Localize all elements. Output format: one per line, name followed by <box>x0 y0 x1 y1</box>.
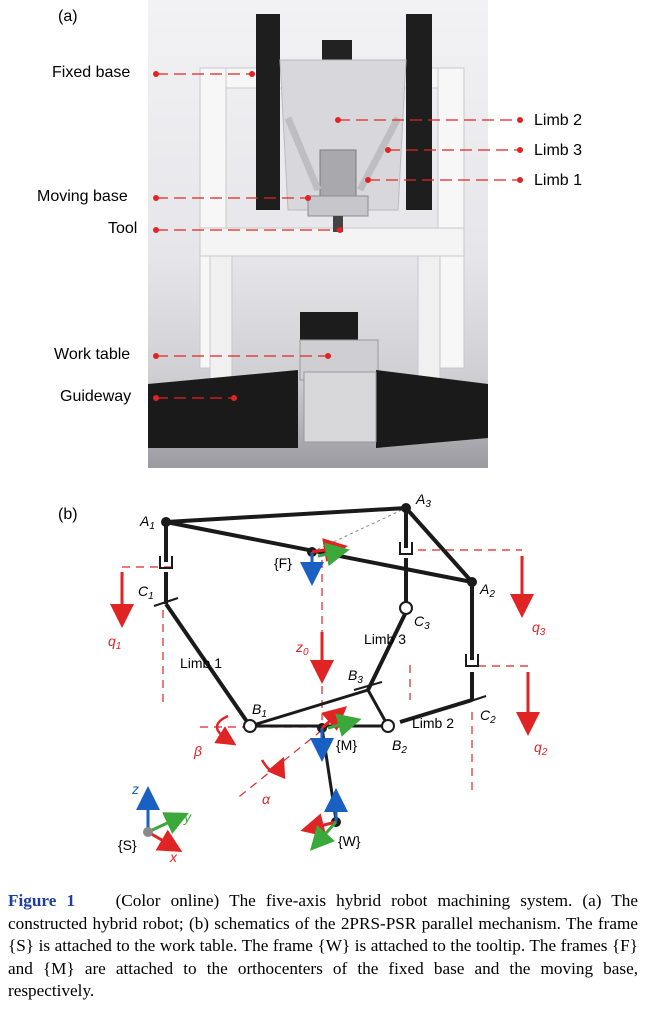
callout-dot <box>305 195 311 201</box>
f-y-axis <box>317 542 350 567</box>
robot-photo-drawing <box>148 14 488 448</box>
label-limb2: Limb 2 <box>534 112 583 129</box>
callout-dot <box>337 227 343 233</box>
callout-dot <box>325 353 331 359</box>
callout-dot <box>153 227 159 233</box>
origin-s <box>143 827 153 837</box>
caption-text: (Color online) The five-axis hybrid robo… <box>8 891 638 1001</box>
fixed-base-triangle <box>165 506 474 584</box>
photo-callout-lines <box>153 71 523 401</box>
moving-base <box>249 688 390 821</box>
callout-dot <box>153 71 159 77</box>
label-a2: A2 <box>479 581 495 600</box>
s-y-axis <box>147 812 189 834</box>
label-frame-f: {F} <box>274 555 292 571</box>
w-y-axis <box>309 820 338 851</box>
callout-dot <box>249 71 255 77</box>
label-limb3: Limb 3 <box>534 142 583 159</box>
label-q3: q3 <box>532 619 546 638</box>
label-b2: B2 <box>392 737 407 756</box>
mechanism-schematic: A1 A3 A2 C1 C3 C2 B1 B3 B2 {F} {M} {W} {… <box>108 491 548 865</box>
label-frame-w: {W} <box>338 833 361 849</box>
joint-b1 <box>243 719 257 733</box>
label-limb2: Limb 2 <box>412 715 454 731</box>
limbs <box>164 602 473 728</box>
joint-b2 <box>381 719 395 733</box>
joint-a3 <box>401 503 411 513</box>
label-c3: C3 <box>414 613 430 632</box>
panel-a-label: (a) <box>58 8 78 25</box>
label-c2: C2 <box>480 707 496 726</box>
joint-a2 <box>467 577 477 587</box>
callout-dot <box>153 395 159 401</box>
label-limb3: Limb 3 <box>364 631 406 647</box>
label-q1: q1 <box>108 633 121 652</box>
label-guideway: Guideway <box>60 388 132 405</box>
label-limb1: Limb 1 <box>180 655 222 671</box>
figure-number: Figure 1 <box>8 891 76 910</box>
callout-dot <box>231 395 237 401</box>
label-tool: Tool <box>108 220 138 237</box>
callout-dot <box>517 147 523 153</box>
label-z0: z0 <box>295 639 309 658</box>
guide-lines <box>122 549 528 801</box>
callout-dot <box>385 147 391 153</box>
label-q2: q2 <box>534 739 548 758</box>
m-y-axis <box>327 713 362 737</box>
label-beta: β <box>193 743 202 759</box>
label-c1: C1 <box>138 583 154 602</box>
label-fixed-base: Fixed base <box>52 64 131 81</box>
label-alpha: α <box>262 791 271 807</box>
rails <box>164 508 474 700</box>
joint-c3 <box>399 601 413 615</box>
label-axis-z: z <box>131 781 139 797</box>
panel-b-label: (b) <box>58 506 78 523</box>
label-work-table: Work table <box>54 346 131 363</box>
label-axis-y: y <box>183 809 192 825</box>
label-b3: B3 <box>348 667 363 686</box>
joint-a1 <box>161 517 171 527</box>
alpha-arrow <box>260 756 286 780</box>
label-axis-x: x <box>169 849 178 865</box>
label-limb1: Limb 1 <box>534 172 583 189</box>
callout-dot <box>517 117 523 123</box>
callout-dot <box>517 177 523 183</box>
callout-dot <box>153 353 159 359</box>
label-b1: B1 <box>252 701 267 720</box>
label-frame-s: {S} <box>118 837 137 853</box>
robot-photo <box>148 0 488 468</box>
figure-caption: Figure 1 (Color online) The five-axis hy… <box>8 890 638 1003</box>
label-frame-m: {M} <box>336 737 357 753</box>
label-a3: A3 <box>415 491 431 510</box>
beta-arrow <box>214 714 237 746</box>
callout-dot <box>153 195 159 201</box>
label-moving-base: Moving base <box>37 188 128 205</box>
label-a1: A1 <box>139 513 155 532</box>
callout-dot <box>365 177 371 183</box>
prismatic-joints <box>153 542 487 705</box>
callout-dot <box>335 117 341 123</box>
